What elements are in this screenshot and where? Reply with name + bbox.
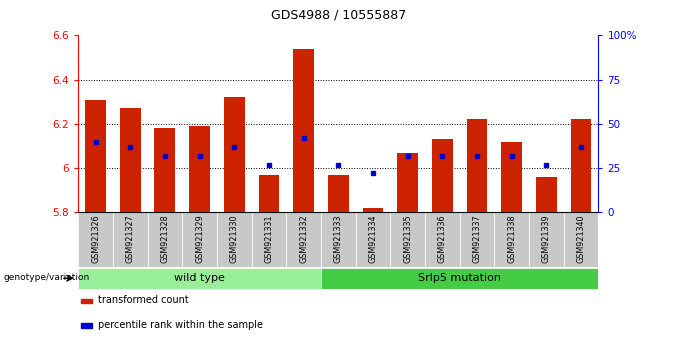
Text: GSM921334: GSM921334: [369, 214, 377, 263]
Text: GSM921338: GSM921338: [507, 214, 516, 263]
Bar: [328, 175, 349, 212]
Text: GSM921331: GSM921331: [265, 214, 273, 263]
Bar: [78, 212, 113, 267]
Bar: [397, 153, 418, 212]
Bar: [460, 212, 494, 267]
Text: GSM921327: GSM921327: [126, 214, 135, 263]
Text: GDS4988 / 10555887: GDS4988 / 10555887: [271, 8, 406, 21]
Text: GSM921333: GSM921333: [334, 214, 343, 263]
Text: wild type: wild type: [174, 273, 225, 283]
Bar: [494, 212, 529, 267]
Text: GSM921329: GSM921329: [195, 214, 204, 263]
Bar: [564, 212, 598, 267]
Text: GSM921326: GSM921326: [91, 214, 100, 263]
Bar: [78, 268, 321, 289]
Text: GSM921337: GSM921337: [473, 214, 481, 263]
Bar: [425, 212, 460, 267]
Bar: [501, 142, 522, 212]
Bar: [82, 323, 92, 329]
Bar: [432, 139, 453, 212]
Text: genotype/variation: genotype/variation: [4, 273, 90, 282]
Bar: [120, 108, 141, 212]
Text: GSM921340: GSM921340: [577, 214, 585, 263]
Text: GSM921330: GSM921330: [230, 214, 239, 263]
Text: percentile rank within the sample: percentile rank within the sample: [99, 320, 263, 330]
Bar: [82, 298, 92, 303]
Bar: [148, 212, 182, 267]
Bar: [571, 120, 592, 212]
Bar: [224, 97, 245, 212]
Bar: [529, 212, 564, 267]
Text: GSM921332: GSM921332: [299, 214, 308, 263]
Text: GSM921328: GSM921328: [160, 214, 169, 263]
Bar: [293, 48, 314, 212]
Bar: [356, 212, 390, 267]
Bar: [258, 175, 279, 212]
Text: GSM921335: GSM921335: [403, 214, 412, 263]
Bar: [390, 212, 425, 267]
Bar: [362, 208, 384, 212]
Bar: [252, 212, 286, 267]
Bar: [321, 212, 356, 267]
Text: GSM921336: GSM921336: [438, 214, 447, 263]
Bar: [85, 99, 106, 212]
Text: GSM921339: GSM921339: [542, 214, 551, 263]
Bar: [536, 177, 557, 212]
Bar: [466, 120, 488, 212]
Bar: [182, 212, 217, 267]
Bar: [189, 126, 210, 212]
Bar: [154, 129, 175, 212]
Text: transformed count: transformed count: [99, 295, 189, 305]
Bar: [321, 268, 598, 289]
Text: Srlp5 mutation: Srlp5 mutation: [418, 273, 501, 283]
Bar: [217, 212, 252, 267]
Bar: [113, 212, 148, 267]
Bar: [286, 212, 321, 267]
